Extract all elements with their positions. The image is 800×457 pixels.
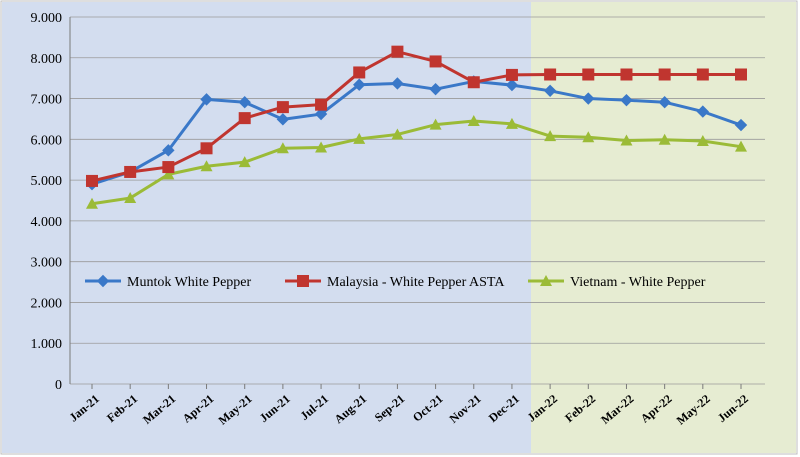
- legend-marker: [297, 275, 309, 287]
- y-tick-label: 8.000: [31, 52, 63, 67]
- y-tick-label: 2.000: [31, 296, 63, 311]
- data-point: [276, 142, 289, 154]
- y-tick-label: 6.000: [31, 133, 63, 148]
- data-point: [582, 68, 595, 81]
- legend-label: Muntok White Pepper: [127, 275, 252, 290]
- data-point: [238, 112, 251, 125]
- legend-label: Vietnam - White Pepper: [570, 275, 706, 290]
- data-point: [391, 45, 404, 58]
- data-point: [200, 142, 213, 155]
- data-point: [429, 82, 442, 96]
- y-tick-label: 7.000: [31, 93, 63, 108]
- data-point: [734, 118, 748, 132]
- data-point: [696, 105, 710, 118]
- data-point: [582, 131, 595, 143]
- data-point: [124, 192, 137, 204]
- series-line-0: [91, 79, 742, 186]
- data-point: [353, 66, 366, 79]
- data-point: [276, 101, 289, 114]
- chart-legend: Muntok White Pepper Malaysia - White Pepp…: [85, 274, 706, 290]
- series-line-2: [91, 119, 742, 206]
- data-point: [86, 174, 98, 187]
- y-tick-label: 3.000: [31, 256, 63, 271]
- y-tick-label: 0: [55, 378, 62, 393]
- data-point: [735, 140, 747, 152]
- data-point: [735, 68, 747, 81]
- legend-marker: [540, 275, 552, 286]
- data-point: [353, 132, 366, 144]
- data-point: [315, 141, 328, 153]
- y-tick-label: 1.000: [31, 337, 63, 352]
- data-point: [620, 93, 633, 107]
- y-tick-label: 9.000: [31, 11, 63, 26]
- data-point: [86, 197, 98, 209]
- series-line-1: [91, 50, 741, 183]
- data-point: [391, 77, 404, 90]
- data-point: [696, 134, 709, 146]
- shaded-region-actual: [2, 2, 532, 453]
- data-point: [658, 96, 671, 109]
- data-point: [620, 134, 633, 146]
- legend-marker: [96, 274, 110, 288]
- chart-series: [85, 45, 748, 209]
- data-point: [582, 92, 595, 105]
- data-point: [505, 68, 518, 81]
- data-point: [467, 76, 480, 89]
- data-point: [353, 78, 366, 91]
- data-point: [505, 117, 518, 129]
- data-point: [620, 68, 633, 81]
- data-point: [696, 68, 709, 81]
- data-point: [544, 68, 557, 81]
- data-point: [315, 98, 328, 111]
- data-point: [544, 130, 557, 142]
- data-point: [658, 133, 671, 145]
- data-point: [314, 107, 328, 121]
- data-point: [124, 165, 137, 178]
- data-point: [238, 96, 251, 109]
- data-point: [276, 113, 290, 126]
- data-point: [429, 55, 442, 68]
- y-tick-label: 5.000: [31, 174, 63, 189]
- y-tick-label: 4.000: [31, 215, 63, 230]
- data-point: [505, 78, 519, 92]
- data-point: [238, 156, 251, 168]
- data-point: [200, 160, 213, 172]
- data-point: [200, 93, 213, 106]
- legend-label: Malaysia - White Pepper ASTA: [327, 275, 505, 290]
- data-point: [162, 168, 175, 180]
- data-point: [162, 144, 175, 157]
- data-point: [391, 128, 404, 140]
- data-point: [429, 118, 442, 130]
- data-point: [543, 84, 557, 98]
- data-point: [467, 114, 480, 126]
- data-point: [658, 68, 671, 81]
- data-point: [162, 161, 175, 174]
